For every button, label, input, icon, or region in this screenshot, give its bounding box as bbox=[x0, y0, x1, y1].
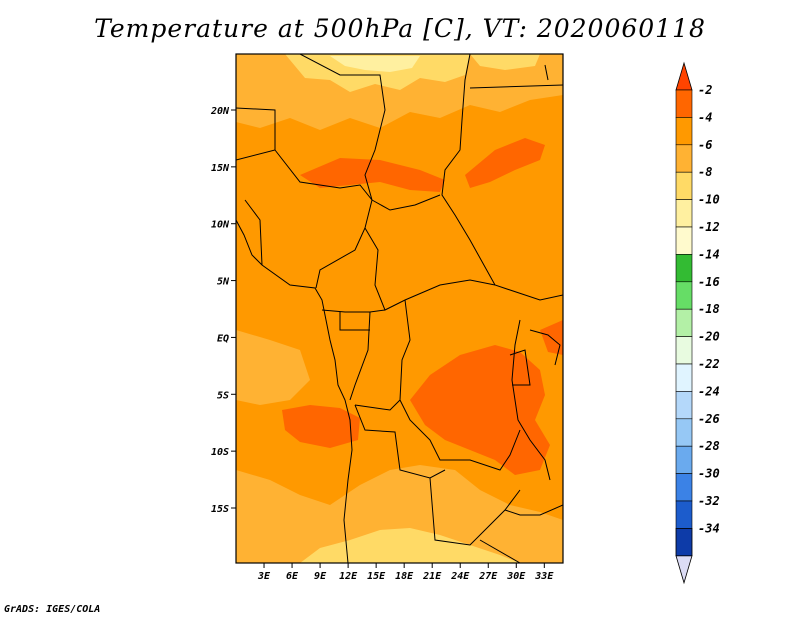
colorbar-label: -6 bbox=[698, 138, 712, 152]
lon-tick-label: 27E bbox=[478, 571, 498, 582]
colorbar-swatch bbox=[675, 144, 693, 173]
colorbar-swatch bbox=[675, 281, 693, 310]
lat-tick-label: 10S bbox=[211, 447, 229, 458]
lon-tick-label: 3E bbox=[257, 571, 271, 582]
colorbar-swatch bbox=[675, 336, 693, 365]
colorbar-label: -32 bbox=[698, 494, 720, 508]
field-north-warm-streak bbox=[300, 158, 445, 192]
lat-tick-label: EQ bbox=[217, 333, 229, 344]
field-northeast-warm-streak bbox=[465, 138, 545, 188]
colorbar-swatch bbox=[675, 226, 693, 255]
field-north-cold-patch bbox=[330, 56, 420, 72]
border-6 bbox=[364, 227, 496, 311]
colorbar-label: -2 bbox=[698, 83, 712, 97]
border-1 bbox=[236, 107, 276, 161]
colorbar-label: -30 bbox=[698, 467, 720, 481]
colorbar-label: -24 bbox=[698, 384, 720, 398]
lon-tick-label: 12E bbox=[339, 571, 358, 582]
lat-tick-label: 15N bbox=[211, 163, 230, 174]
border-3 bbox=[299, 54, 386, 201]
border-5 bbox=[371, 194, 441, 211]
field-north-coldest-region bbox=[285, 54, 470, 92]
colorbar-swatch bbox=[675, 254, 693, 283]
lon-tick-label: 24E bbox=[450, 571, 470, 582]
colorbar-label: -28 bbox=[698, 439, 720, 453]
colorbar-label: -26 bbox=[698, 412, 720, 426]
colorbar-swatch bbox=[675, 391, 693, 420]
border-21 bbox=[479, 539, 521, 563]
field-northeast-cool-patch bbox=[470, 54, 540, 70]
colorbar-swatch bbox=[675, 418, 693, 447]
field-southwest-cool-strip bbox=[236, 330, 310, 405]
coastline-west bbox=[236, 219, 353, 563]
border-9 bbox=[349, 311, 371, 401]
lat-tick-label: 15S bbox=[211, 504, 229, 515]
border-15 bbox=[511, 319, 551, 481]
lon-tick-label: 18E bbox=[395, 571, 414, 582]
colorbar-top-arrow bbox=[675, 61, 693, 91]
colorbar-swatch bbox=[675, 528, 693, 557]
field-south-cool-region bbox=[236, 465, 563, 563]
lat-tick-label: 20N bbox=[210, 106, 230, 117]
border-7 bbox=[321, 309, 386, 313]
border-12 bbox=[354, 404, 446, 479]
border-16 bbox=[529, 329, 561, 366]
border-13 bbox=[429, 477, 521, 546]
border-14 bbox=[504, 504, 563, 516]
lon-tick-label: 9E bbox=[314, 571, 327, 582]
colorbar-label: -8 bbox=[698, 165, 712, 179]
colorbar-label: -16 bbox=[698, 275, 720, 289]
longitude-axis: 3E 6E 9E 12E 15E 18E 21E 24E 27E 30E 33E bbox=[257, 563, 554, 582]
temperature-field bbox=[236, 54, 563, 563]
field-south-cooler-region bbox=[300, 528, 520, 563]
border-10 bbox=[354, 299, 411, 411]
colorbar-label: -14 bbox=[698, 247, 720, 261]
lon-tick-label: 15E bbox=[367, 571, 386, 582]
border-20 bbox=[544, 64, 549, 81]
colorbar: -2 -4 -6 -8 -10 -12 -14 -16 -18 -20 -22 -24 -26 -28 -3… bbox=[675, 61, 720, 585]
colorbar-label: -20 bbox=[698, 330, 720, 344]
colorbar-bottom-arrow bbox=[675, 555, 693, 585]
map-title: Temperature at 500hPa [C], VT: 202006011… bbox=[94, 14, 706, 43]
lon-tick-label: 30E bbox=[506, 571, 526, 582]
lat-tick-label: 10N bbox=[211, 220, 230, 231]
grads-credit: GrADS: IGES/COLA bbox=[4, 604, 101, 615]
plot-frame bbox=[235, 53, 564, 564]
lat-tick-label: 5N bbox=[217, 277, 230, 288]
colorbar-swatch bbox=[675, 308, 693, 337]
lon-tick-label: 21E bbox=[422, 571, 442, 582]
field-west-warm-patch bbox=[282, 405, 360, 448]
colorbar-label: -12 bbox=[698, 220, 720, 234]
colorbar-label: -4 bbox=[698, 110, 712, 124]
border-19 bbox=[244, 199, 263, 266]
latitude-axis: 20N 15N 10N 5N EQ 5S 10S 15S bbox=[210, 106, 236, 515]
colorbar-swatch bbox=[675, 500, 693, 529]
border-17 bbox=[509, 349, 531, 386]
country-borders bbox=[236, 54, 563, 563]
colorbar-swatch bbox=[675, 117, 693, 146]
colorbar-swatch bbox=[675, 199, 693, 228]
colorbar-swatch bbox=[675, 473, 693, 502]
lon-tick-label: 6E bbox=[286, 571, 299, 582]
border-11 bbox=[399, 399, 521, 471]
colorbar-swatch bbox=[675, 445, 693, 474]
colorbar-label: -34 bbox=[698, 521, 720, 535]
lat-tick-label: 5S bbox=[217, 390, 229, 401]
border-8 bbox=[339, 312, 370, 331]
colorbar-label: -10 bbox=[698, 193, 720, 207]
lon-tick-label: 33E bbox=[534, 571, 554, 582]
border-4 bbox=[441, 54, 563, 301]
colorbar-swatch bbox=[675, 89, 693, 118]
border-18 bbox=[469, 84, 563, 89]
colorbar-swatch bbox=[675, 363, 693, 392]
colorbar-swatch bbox=[675, 171, 693, 200]
colorbar-label: -22 bbox=[698, 357, 720, 371]
colorbar-label: -18 bbox=[698, 302, 720, 316]
